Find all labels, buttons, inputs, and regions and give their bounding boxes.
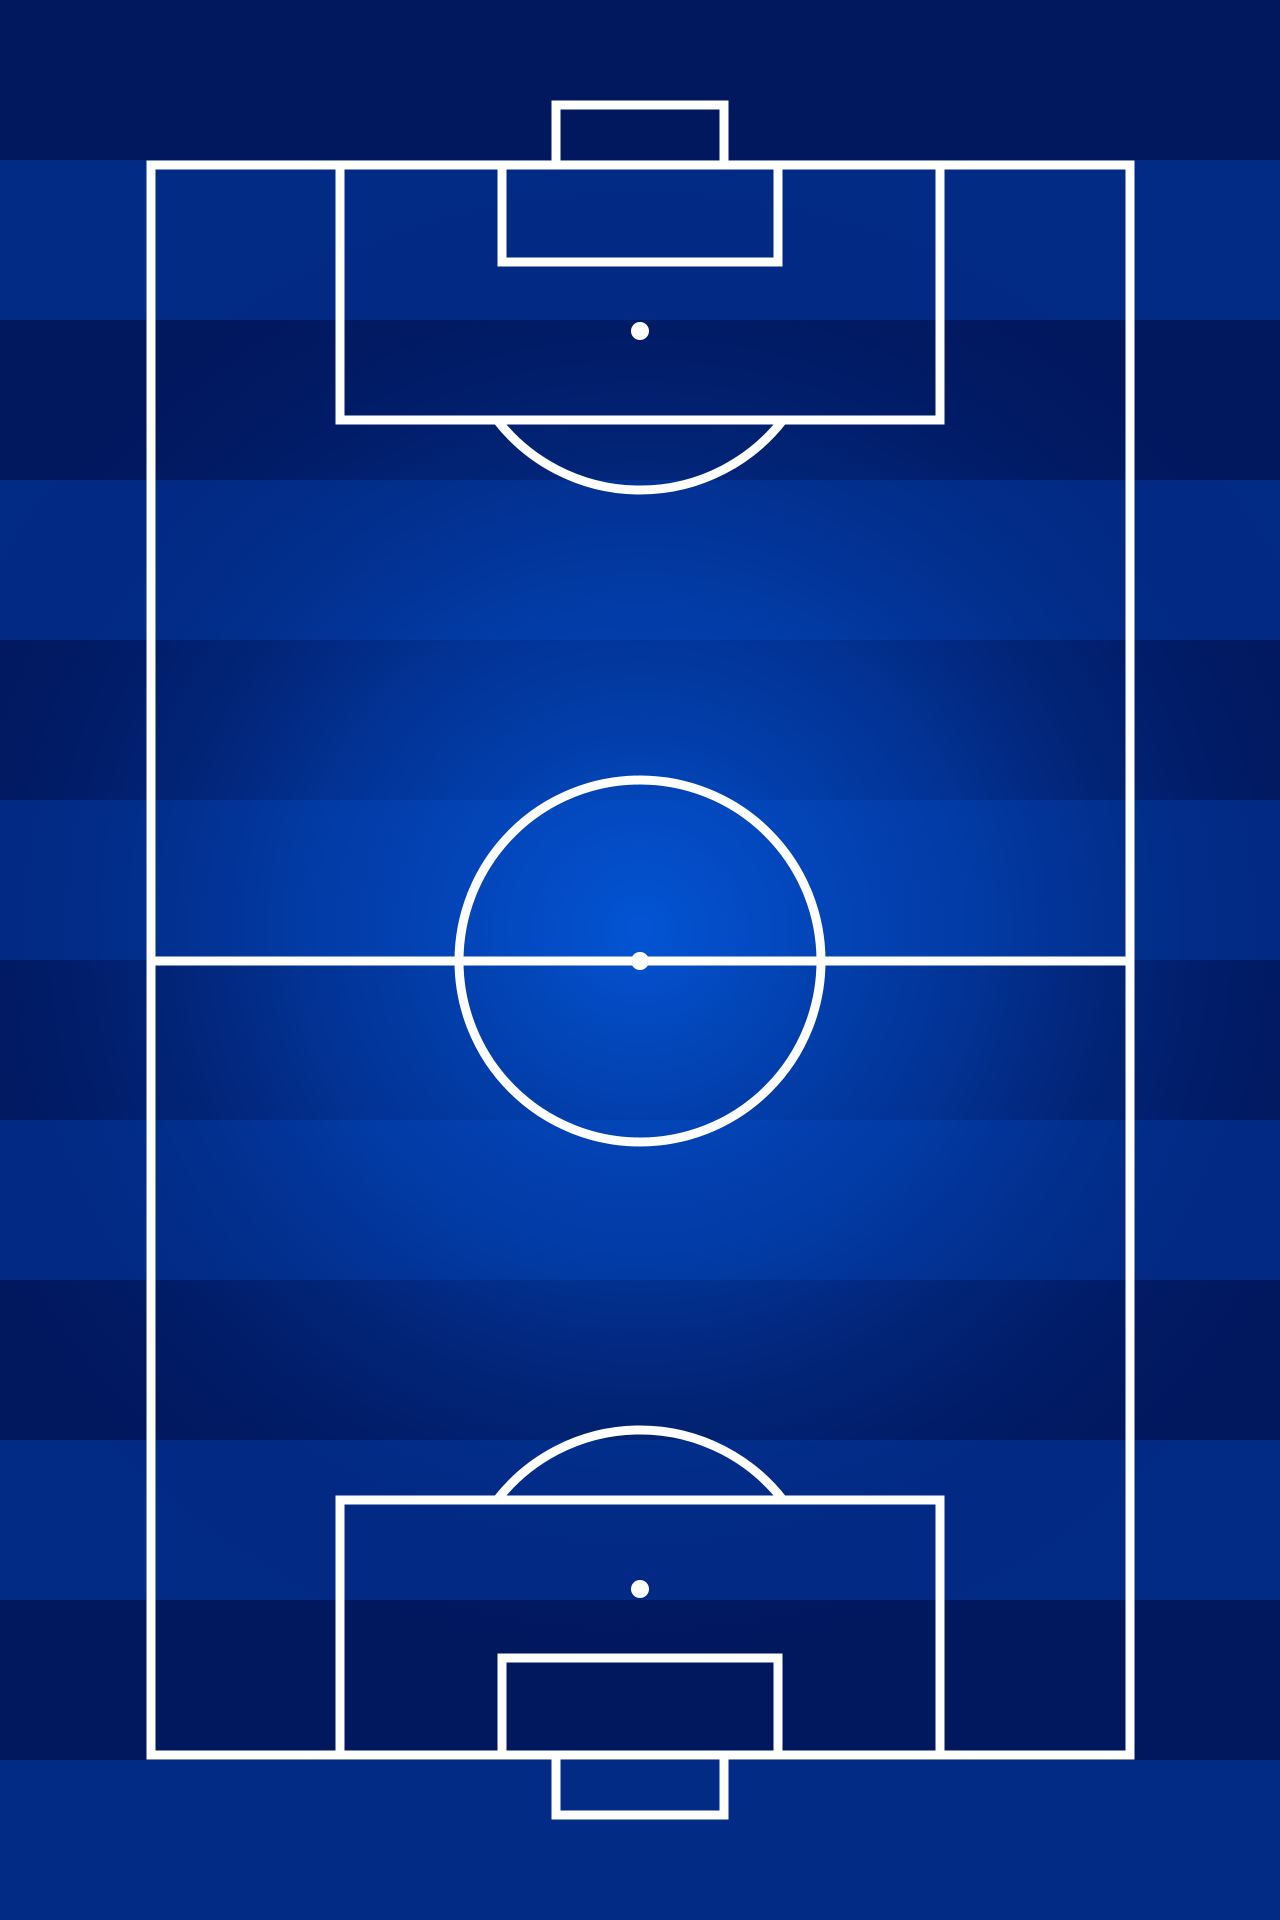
center-spot xyxy=(631,952,649,970)
bottom-penalty-arc xyxy=(493,1425,787,1503)
pitch-spots xyxy=(631,322,649,1598)
top-goal-area xyxy=(497,160,783,267)
top-penalty-arc xyxy=(493,417,787,495)
center-circle xyxy=(454,775,826,1147)
top-penalty-spot xyxy=(631,322,649,340)
bottom-goal-area xyxy=(497,1653,783,1760)
bottom-penalty-spot xyxy=(631,1580,649,1598)
pitch-markings xyxy=(146,100,1135,1820)
